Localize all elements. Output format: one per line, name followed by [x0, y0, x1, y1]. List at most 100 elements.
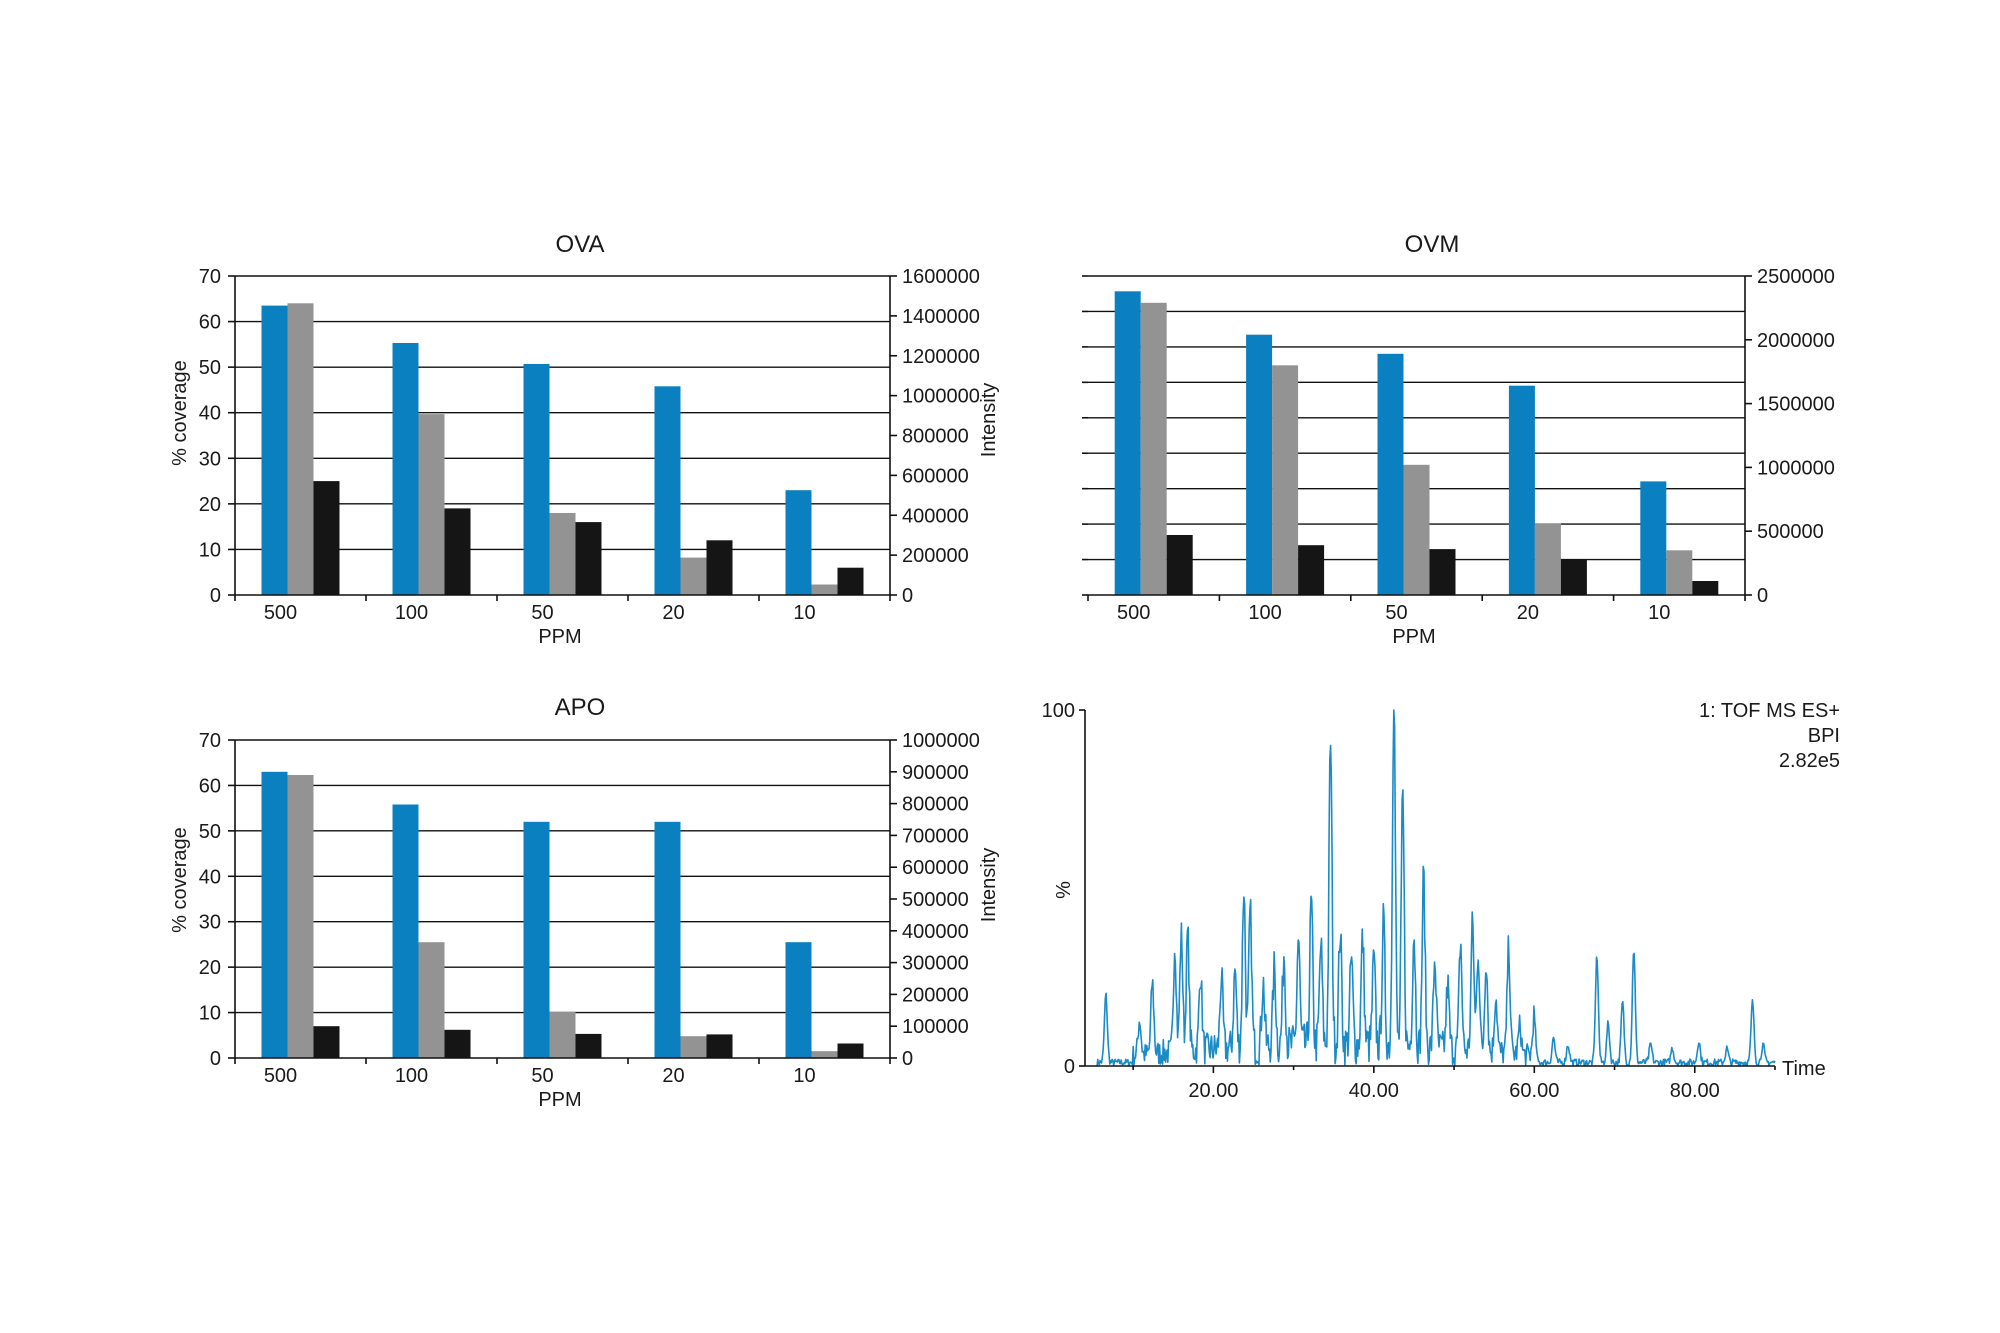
ova-y2-tick-label: 800000: [902, 426, 969, 448]
ova-category-label: 50: [531, 602, 553, 624]
apo-y2-tick-label: 700000: [902, 825, 969, 847]
apo-y2-tick-label: 400000: [902, 921, 969, 943]
apo-bar-50-series-2: [549, 1011, 576, 1058]
ova-category-label: 500: [264, 602, 297, 624]
ova-y2-tick-label: 1200000: [902, 346, 980, 368]
ovm-y2-tick-label: 1500000: [1757, 394, 1835, 416]
apo-ticks: 0 10 20 30 40 50 60 70 0 100000 200000 300000 400000…: [199, 730, 980, 1087]
ova-axes: [228, 275, 897, 601]
apo-y2-tick-label: 800000: [902, 794, 969, 816]
apo-bar-100-series-2: [418, 942, 445, 1058]
ovm-axes: [1082, 275, 1752, 601]
ova-y-tick-label: 30: [199, 448, 221, 470]
apo-y-tick-label: 20: [199, 957, 221, 979]
ova-bar-50-series-3: [575, 522, 602, 595]
ova-y-tick-label: 10: [199, 539, 221, 561]
ovm-y2-tick-label: 2000000: [1757, 330, 1835, 352]
ova-bar-10-series-3: [837, 567, 864, 595]
apo-y2-tick-label: 100000: [902, 1016, 969, 1038]
ova-bar-50-series-2: [549, 513, 576, 595]
ova-y-axis-label: % coverage: [169, 360, 191, 466]
ovm-bar-100-series-2: [1272, 365, 1299, 595]
apo-y-tick-label: 30: [199, 912, 221, 934]
apo-chart: APO 0 10 20 30 40 50 60 70 0 100000 200000 300000 40…: [169, 694, 1000, 1111]
ova-bar-100-series-3: [444, 508, 471, 595]
ova-y2-tick-label: 1000000: [902, 386, 980, 408]
bpi-x-axis-label: Time: [1782, 1058, 1826, 1080]
ova-bars: [261, 303, 864, 595]
apo-bars: [261, 771, 864, 1058]
apo-bar-500-series-1: [261, 771, 288, 1058]
ovm-bar-50-series-1: [1377, 353, 1404, 595]
apo-bar-20-series-1: [654, 821, 681, 1058]
ova-x-axis-label: PPM: [538, 626, 581, 648]
apo-bar-10-series-3: [837, 1043, 864, 1058]
ova-y-tick-label: 0: [210, 585, 221, 607]
ova-y2-tick-label: 600000: [902, 465, 969, 487]
ovm-bar-10-series-3: [1692, 581, 1719, 595]
apo-bar-100-series-3: [444, 1029, 471, 1058]
ovm-bar-10-series-2: [1666, 550, 1693, 595]
ova-bar-10-series-1: [785, 490, 812, 595]
ova-title: OVA: [556, 231, 605, 258]
ova-chart: OVA 0 10 20 30 40 50 60 70 0 200000 400000 600000 80…: [169, 231, 1000, 648]
ovm-bar-500-series-3: [1166, 535, 1193, 595]
apo-y-tick-label: 50: [199, 821, 221, 843]
apo-y2-tick-label: 0: [902, 1048, 913, 1070]
apo-y-axis-label: % coverage: [169, 827, 191, 933]
apo-bar-20-series-2: [680, 1036, 707, 1058]
apo-axes: [228, 739, 897, 1064]
apo-y2-tick-label: 200000: [902, 984, 969, 1006]
ovm-y2-tick-label: 2500000: [1757, 266, 1835, 288]
apo-y-tick-label: 70: [199, 730, 221, 752]
ova-y2-tick-label: 0: [902, 585, 913, 607]
apo-bar-10-series-1: [785, 942, 812, 1058]
apo-y2-tick-label: 900000: [902, 762, 969, 784]
ova-bar-500-series-2: [287, 303, 314, 595]
bpi-trace-line: [1096, 709, 1776, 1067]
ovm-bar-100-series-1: [1246, 334, 1273, 595]
ova-bar-100-series-2: [418, 414, 445, 595]
ovm-category-label: 100: [1248, 602, 1281, 624]
bpi-x-tick-label: 40.00: [1349, 1080, 1399, 1102]
ovm-category-label: 20: [1517, 602, 1539, 624]
ovm-bar-100-series-3: [1298, 545, 1325, 595]
ovm-bars: [1114, 291, 1719, 595]
bpi-x-tick-label: 60.00: [1509, 1080, 1559, 1102]
apo-bar-100-series-1: [392, 804, 419, 1058]
ovm-gridlines: [1088, 275, 1745, 561]
ovm-bar-20-series-2: [1534, 523, 1561, 595]
ovm-bar-10-series-1: [1640, 481, 1667, 595]
bpi-y-tick-label: 100: [1042, 700, 1075, 722]
apo-category-label: 100: [395, 1065, 428, 1087]
ova-gridlines: [235, 275, 890, 551]
apo-y2-tick-label: 300000: [902, 953, 969, 975]
bpi-annotation-line-3: 2.82e5: [1779, 750, 1840, 772]
apo-bar-20-series-3: [706, 1034, 733, 1058]
ova-bar-20-series-2: [680, 557, 707, 595]
ova-y2-tick-label: 200000: [902, 545, 969, 567]
apo-y2-axis-label: Intensity: [978, 848, 1000, 922]
apo-y-tick-label: 10: [199, 1003, 221, 1025]
ova-bar-20-series-1: [654, 386, 681, 595]
apo-bar-50-series-1: [523, 821, 550, 1058]
ova-y-tick-label: 70: [199, 266, 221, 288]
ovm-bar-500-series-1: [1114, 291, 1141, 595]
apo-bar-500-series-3: [313, 1026, 340, 1058]
apo-bar-10-series-2: [811, 1051, 838, 1058]
bpi-x-tick-label: 80.00: [1670, 1080, 1720, 1102]
ovm-bar-20-series-1: [1508, 385, 1535, 595]
ova-bar-500-series-3: [313, 481, 340, 595]
ovm-chart: OVM 0 500000 1000000 1500000 2000000 2500000 5…: [1082, 231, 1835, 648]
bpi-y-tick-label: 0: [1064, 1056, 1075, 1078]
apo-x-axis-label: PPM: [538, 1089, 581, 1111]
apo-y2-tick-label: 600000: [902, 857, 969, 879]
ova-bar-100-series-1: [392, 343, 419, 595]
ovm-category-label: 50: [1385, 602, 1407, 624]
ovm-bar-20-series-3: [1560, 559, 1587, 595]
apo-y2-tick-label: 1000000: [902, 730, 980, 752]
apo-category-label: 500: [264, 1065, 297, 1087]
bpi-chromatogram: 1: TOF MS ES+ BPI 2.82e5 0 100 20.00 40.00 6…: [1042, 700, 1840, 1102]
ovm-category-label: 500: [1117, 602, 1150, 624]
